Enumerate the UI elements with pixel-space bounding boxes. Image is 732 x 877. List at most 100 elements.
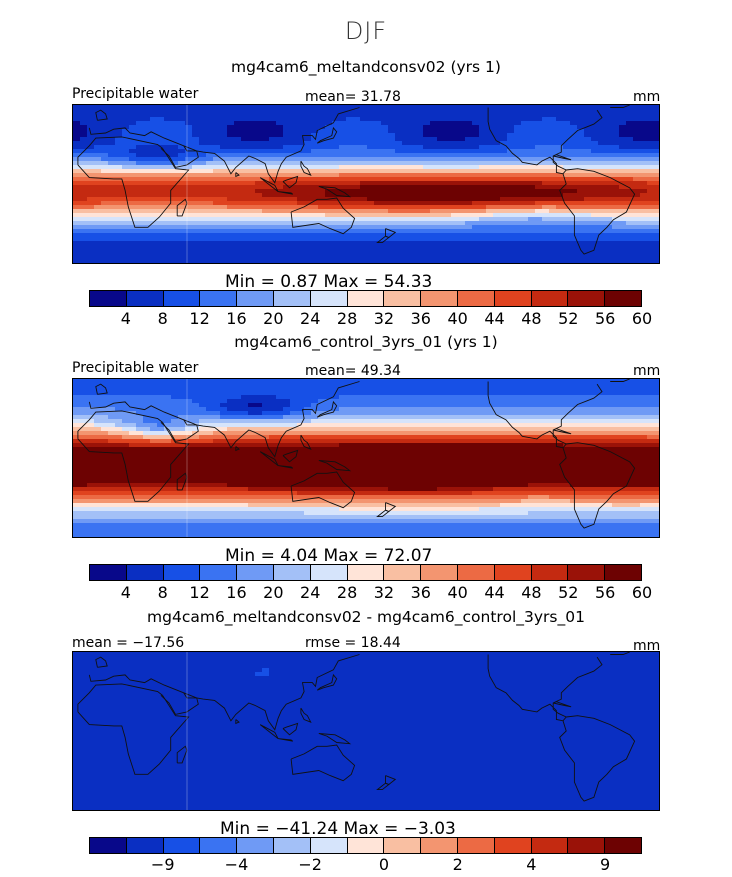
colorbar-tick-label: 56 [594, 309, 616, 328]
colorbar-swatch [347, 838, 385, 853]
coastline [160, 419, 199, 442]
colorbar-swatch [384, 838, 422, 853]
colorbar-tick-label: −2 [298, 855, 322, 874]
colorbar-tick-label: 40 [447, 583, 468, 602]
coastline [487, 381, 603, 449]
colorbar-tick-label: 40 [447, 309, 468, 328]
colorbar-swatch [421, 291, 458, 306]
colorbar-swatch [163, 291, 201, 306]
colorbar-swatch [310, 291, 348, 306]
colorbar-tick-label: 24 [300, 309, 321, 328]
coastline [77, 410, 190, 502]
coastline [290, 744, 356, 782]
colorbar-swatch [605, 291, 641, 306]
colorbar-tick-label: 60 [631, 309, 653, 328]
coastline [235, 446, 240, 452]
colorbar-swatch [457, 838, 495, 853]
panel3-units-label: mm [633, 638, 661, 654]
panel1-mean-label: mean= 31.78 [305, 89, 401, 105]
coastline [318, 186, 352, 198]
colorbar-tick-label: 32 [373, 309, 395, 328]
coastline [282, 449, 299, 463]
colorbar-swatch [347, 565, 385, 580]
colorbar-tick-label: 36 [410, 583, 431, 602]
colorbar-swatch [273, 291, 311, 306]
colorbar-swatch [273, 565, 311, 580]
colorbar-swatch [605, 565, 641, 580]
colorbar-tick-label: 9 [600, 855, 611, 874]
season-title: DJF [344, 17, 388, 45]
coastline [610, 652, 630, 655]
colorbar-swatch [384, 565, 422, 580]
coastline [553, 701, 572, 708]
colorbar-swatch [310, 838, 348, 853]
panel3-colorbar [89, 837, 642, 854]
coastline [160, 692, 199, 715]
colorbar-swatch [494, 838, 532, 853]
coastline [95, 109, 108, 121]
panel2-mean-label: mean= 49.34 [305, 363, 401, 379]
colorbar-swatch [568, 838, 606, 853]
coastline [290, 197, 356, 235]
panel1-colorbar [89, 290, 642, 307]
panel2-map [72, 378, 660, 538]
colorbar-tick-label: 52 [558, 583, 579, 602]
coastline [300, 434, 312, 450]
coastline [95, 383, 108, 395]
colorbar-swatch [457, 565, 495, 580]
coastline [376, 782, 390, 791]
colorbar-swatch [347, 291, 385, 306]
colorbar-tick-label: 16 [226, 583, 247, 602]
coastline [259, 451, 279, 466]
coastline [278, 191, 294, 195]
colorbar-tick-label: 0 [378, 855, 390, 874]
panel2-title: mg4cam6_control_3yrs_01 (yrs 1) [234, 333, 498, 351]
coastline [290, 471, 356, 509]
coastline [259, 177, 279, 192]
colorbar-tick-label: 48 [521, 309, 542, 328]
panel1-min-max: Min = 0.87 Max = 54.33 [225, 272, 433, 292]
coastline [282, 175, 299, 189]
coastline [610, 105, 630, 108]
colorbar-swatch [90, 838, 127, 853]
colorbar-swatch [200, 838, 238, 853]
coastline [176, 198, 188, 217]
colorbar-swatch [421, 565, 458, 580]
panel1-colorbar-ticks: 4 8 12 16 20 24 28 32 36 40 44 48 52 56 60 [89, 309, 652, 329]
coastline [88, 107, 360, 184]
colorbar-swatch [531, 291, 569, 306]
coastline [553, 428, 572, 435]
panel2-variable-label: Precipitable water [72, 360, 199, 376]
colorbar-swatch [126, 838, 164, 853]
panel3-mean-label: mean = −17.56 [72, 635, 185, 651]
colorbar-tick-label: 60 [631, 583, 653, 602]
coastline [88, 381, 360, 458]
coastline [259, 724, 279, 739]
panel1-map [72, 104, 660, 264]
coastline [376, 235, 390, 244]
colorbar-tick-label: 8 [157, 309, 168, 328]
colorbar-tick-label: 12 [189, 583, 210, 602]
coastline [278, 465, 294, 469]
colorbar-swatch [568, 565, 606, 580]
coastline [318, 733, 352, 745]
colorbar-tick-label: 4 [120, 583, 131, 602]
colorbar-swatch [90, 565, 127, 580]
coastline [88, 654, 360, 731]
colorbar-tick-label: 52 [558, 309, 579, 328]
coastline [300, 707, 312, 723]
coastline [553, 154, 572, 161]
colorbar-tick-label: 4 [526, 855, 537, 874]
colorbar-swatch [163, 838, 201, 853]
coastline [95, 656, 108, 668]
colorbar-tick-label: 2 [452, 855, 463, 874]
panel1-title: mg4cam6_meltandconsv02 (yrs 1) [231, 58, 501, 76]
coastline [318, 460, 352, 472]
colorbar-tick-label: 56 [594, 583, 616, 602]
panel3-rmse-label: rmse = 18.44 [305, 635, 401, 651]
panel1-units-label: mm [633, 89, 661, 105]
panel3-map [72, 651, 660, 811]
coastline [176, 745, 188, 764]
colorbar-swatch [237, 565, 274, 580]
coastline [559, 442, 636, 529]
